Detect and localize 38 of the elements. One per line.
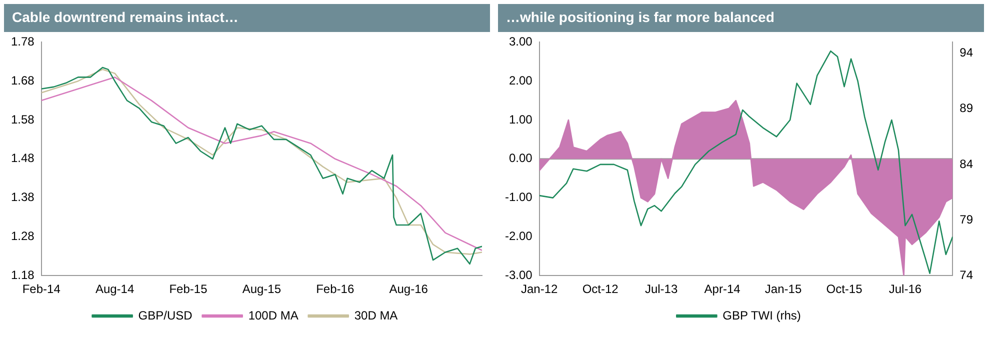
x-tick-label: Feb-16 (316, 282, 354, 296)
legend-label: GBP/USD (138, 308, 193, 322)
x-tick-label: Feb-15 (169, 282, 208, 296)
legend-label: 100D MA (248, 308, 298, 322)
y-tick-label: -2.00 (504, 229, 533, 244)
x-tick-label: Jan-15 (764, 282, 802, 296)
chart-title: Cable downtrend remains intact… (4, 4, 490, 32)
y-tick-label: 1.00 (508, 112, 533, 126)
x-tick-label: Apr-14 (704, 282, 741, 296)
y-tick-label: 1.28 (10, 229, 35, 244)
y-tick-label: 2.00 (508, 73, 533, 88)
x-tick-label: Oct-15 (826, 282, 863, 296)
y2-tick-label: 84 (960, 156, 974, 171)
y-tick-label: -3.00 (504, 268, 533, 282)
y2-tick-label: 79 (960, 212, 974, 226)
x-tick-label: Jul-13 (644, 282, 678, 296)
y-tick-label: 1.18 (10, 268, 35, 282)
y2-tick-label: 74 (960, 268, 974, 282)
y-tick-label: 1.38 (10, 190, 35, 204)
x-tick-label: Aug-15 (242, 282, 282, 296)
y-tick-label: 1.68 (10, 73, 35, 88)
chart-title: …while positioning is far more balanced (498, 4, 984, 32)
x-tick-label: Feb-14 (22, 282, 61, 296)
x-tick-label: Aug-14 (95, 282, 134, 296)
y-tick-label: 3.00 (508, 34, 533, 49)
y-tick-label: 1.78 (10, 34, 35, 49)
legend-label: GBP TWI (rhs) (722, 308, 801, 322)
y-tick-label: -1.00 (504, 190, 533, 204)
x-tick-label: Jul-16 (888, 282, 922, 296)
y2-tick-label: 89 (960, 101, 974, 116)
y-tick-label: 1.58 (10, 112, 35, 126)
x-tick-label: Jan-12 (521, 282, 558, 296)
x-tick-label: Aug-16 (389, 282, 428, 296)
y-tick-label: 0.00 (508, 151, 533, 166)
y2-tick-label: 94 (960, 46, 974, 60)
legend-label: 30D MA (354, 308, 398, 322)
y-tick-label: 1.48 (10, 151, 35, 166)
x-tick-label: Oct-12 (582, 282, 619, 296)
